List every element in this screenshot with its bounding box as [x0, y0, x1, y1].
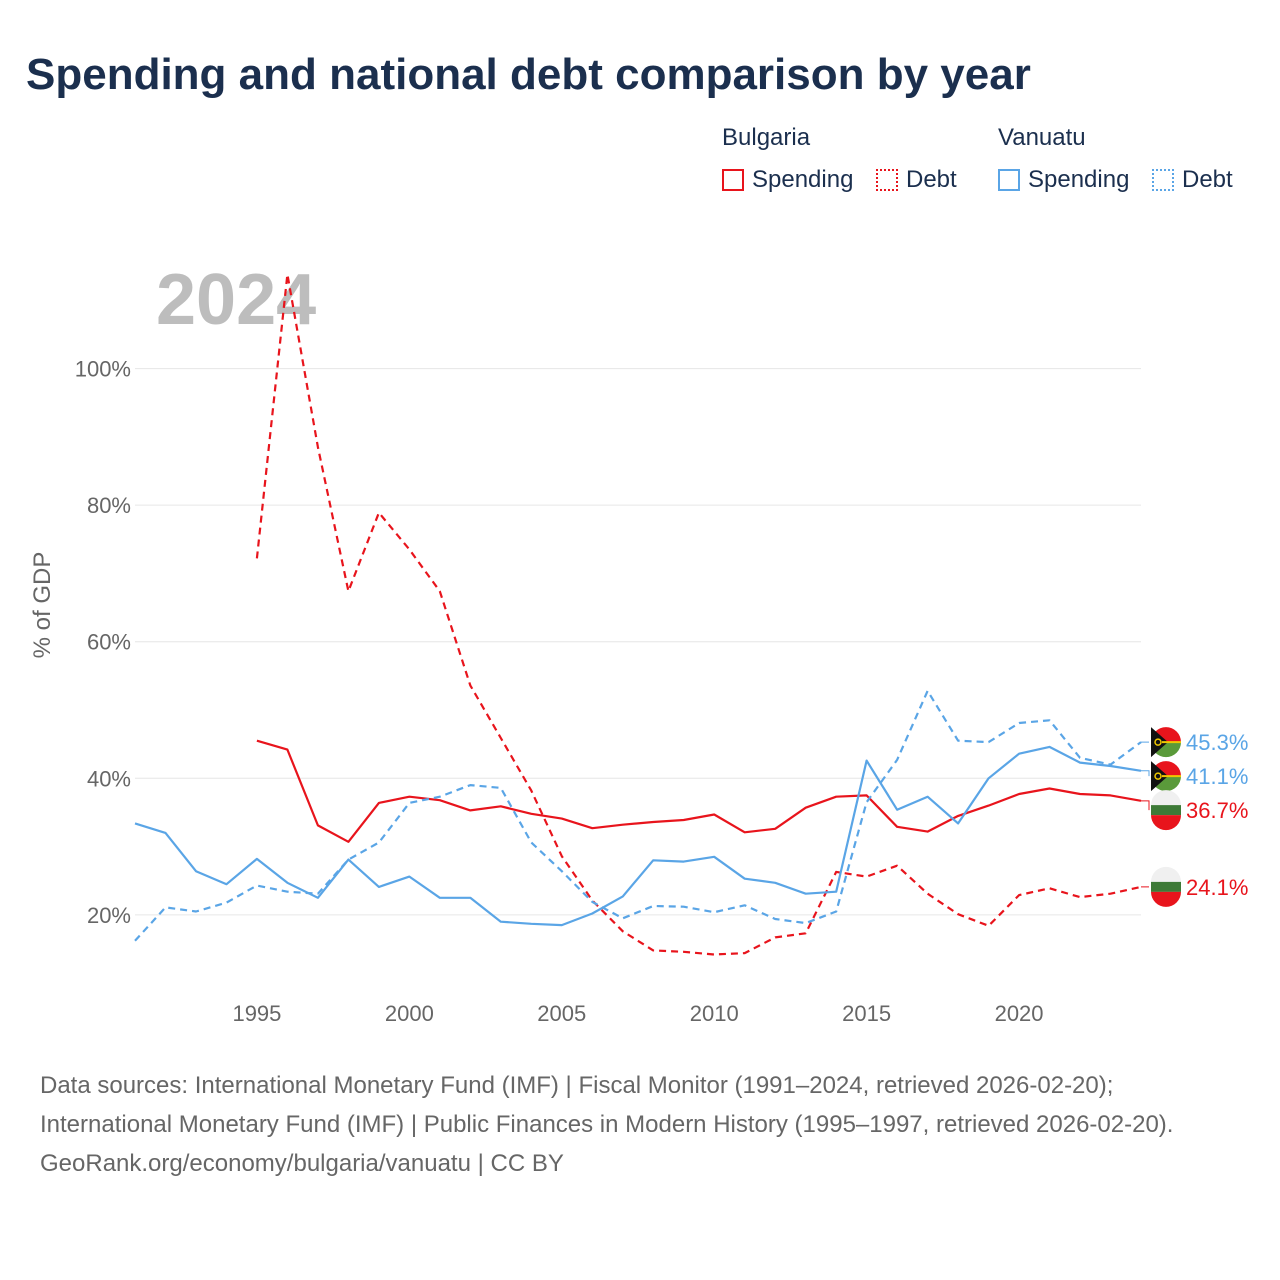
data-sources: Data sources: International Monetary Fun… — [40, 1072, 1174, 1138]
flag-band-green — [1151, 881, 1181, 892]
flag-emblem — [1154, 772, 1162, 780]
y-axis-label: % of GDP — [29, 552, 56, 659]
legend-group-bulgaria: Bulgaria — [722, 124, 811, 151]
flag-band-red — [1151, 815, 1181, 831]
legend-swatch-solid — [998, 169, 1020, 191]
legend-group-vanuatu: Vanuatu — [998, 124, 1086, 151]
legend-label: Spending — [1028, 166, 1130, 193]
flag-emblem — [1154, 738, 1162, 746]
flag-band-green — [1151, 805, 1181, 816]
x-tick-label: 2010 — [690, 1001, 739, 1026]
x-tick-label: 2005 — [537, 1001, 586, 1026]
legend-bulgaria-spending[interactable]: Spending — [722, 166, 853, 194]
end-label-connector — [1141, 770, 1150, 777]
legend-swatch-dotted — [876, 169, 898, 191]
legend-label: Debt — [906, 166, 957, 193]
legend-label: Spending — [752, 166, 854, 193]
end-value-label: 41.1% — [1186, 764, 1248, 789]
y-tick-label: 20% — [87, 903, 131, 928]
flag-band-red — [1151, 891, 1181, 907]
legend-swatch-solid — [722, 169, 744, 191]
end-labels: 45.3% 41.1% 36.7% 24.1% — [1141, 727, 1248, 907]
legend-vanuatu-debt[interactable]: Debt — [1152, 166, 1233, 194]
series-line-bulgaria-spending — [256, 739, 1142, 843]
x-axis-ticks: 1995 2000 2005 2010 2015 2020 — [232, 1001, 1043, 1026]
flag-band-white — [1151, 866, 1181, 882]
y-tick-label: 80% — [87, 493, 131, 518]
x-tick-label: 2015 — [842, 1001, 891, 1026]
end-value-label: 24.1% — [1186, 875, 1248, 900]
vanuatu-flag-icon — [1151, 727, 1181, 758]
y-tick-label: 100% — [75, 357, 131, 382]
year-watermark: 2024 — [156, 260, 316, 340]
gridlines — [135, 368, 1141, 916]
footer: Data sources: International Monetary Fun… — [40, 1066, 1240, 1183]
x-tick-label: 2020 — [995, 1001, 1044, 1026]
end-label-connector — [1141, 800, 1150, 811]
series-lines — [134, 273, 1142, 956]
x-tick-label: 2000 — [385, 1001, 434, 1026]
legend-vanuatu-spending[interactable]: Spending — [998, 166, 1129, 194]
legend-swatch-dotted — [1152, 169, 1174, 191]
flag-band-white — [1151, 790, 1181, 806]
bulgaria-flag-icon — [1151, 866, 1181, 907]
line-chart: 2024 % of GDP 20% 40% 60% 80% 100% 1995 2000 2… — [29, 260, 1248, 1026]
end-value-label: 45.3% — [1186, 730, 1248, 755]
end-value-label: 36.7% — [1186, 798, 1248, 823]
y-tick-label: 40% — [87, 766, 131, 791]
series-line-bulgaria-debt — [255, 273, 1142, 956]
x-tick-label: 1995 — [232, 1001, 281, 1026]
attribution-link[interactable]: GeoRank.org/economy/bulgaria/vanuatu | C… — [40, 1150, 564, 1177]
series-line-vanuatu-spending — [134, 745, 1142, 927]
flag-triangle — [1151, 727, 1168, 758]
y-tick-label: 60% — [87, 630, 131, 655]
legend-bulgaria-debt[interactable]: Debt — [876, 166, 957, 194]
legend-label: Debt — [1182, 166, 1233, 193]
chart-title: Spending and national debt comparison by… — [26, 50, 1031, 99]
bulgaria-flag-icon — [1151, 790, 1181, 831]
flag-triangle — [1151, 761, 1168, 792]
y-axis-ticks: 20% 40% 60% 80% 100% — [75, 357, 131, 928]
vanuatu-flag-icon — [1151, 761, 1181, 792]
series-line-vanuatu-debt — [134, 689, 1142, 942]
